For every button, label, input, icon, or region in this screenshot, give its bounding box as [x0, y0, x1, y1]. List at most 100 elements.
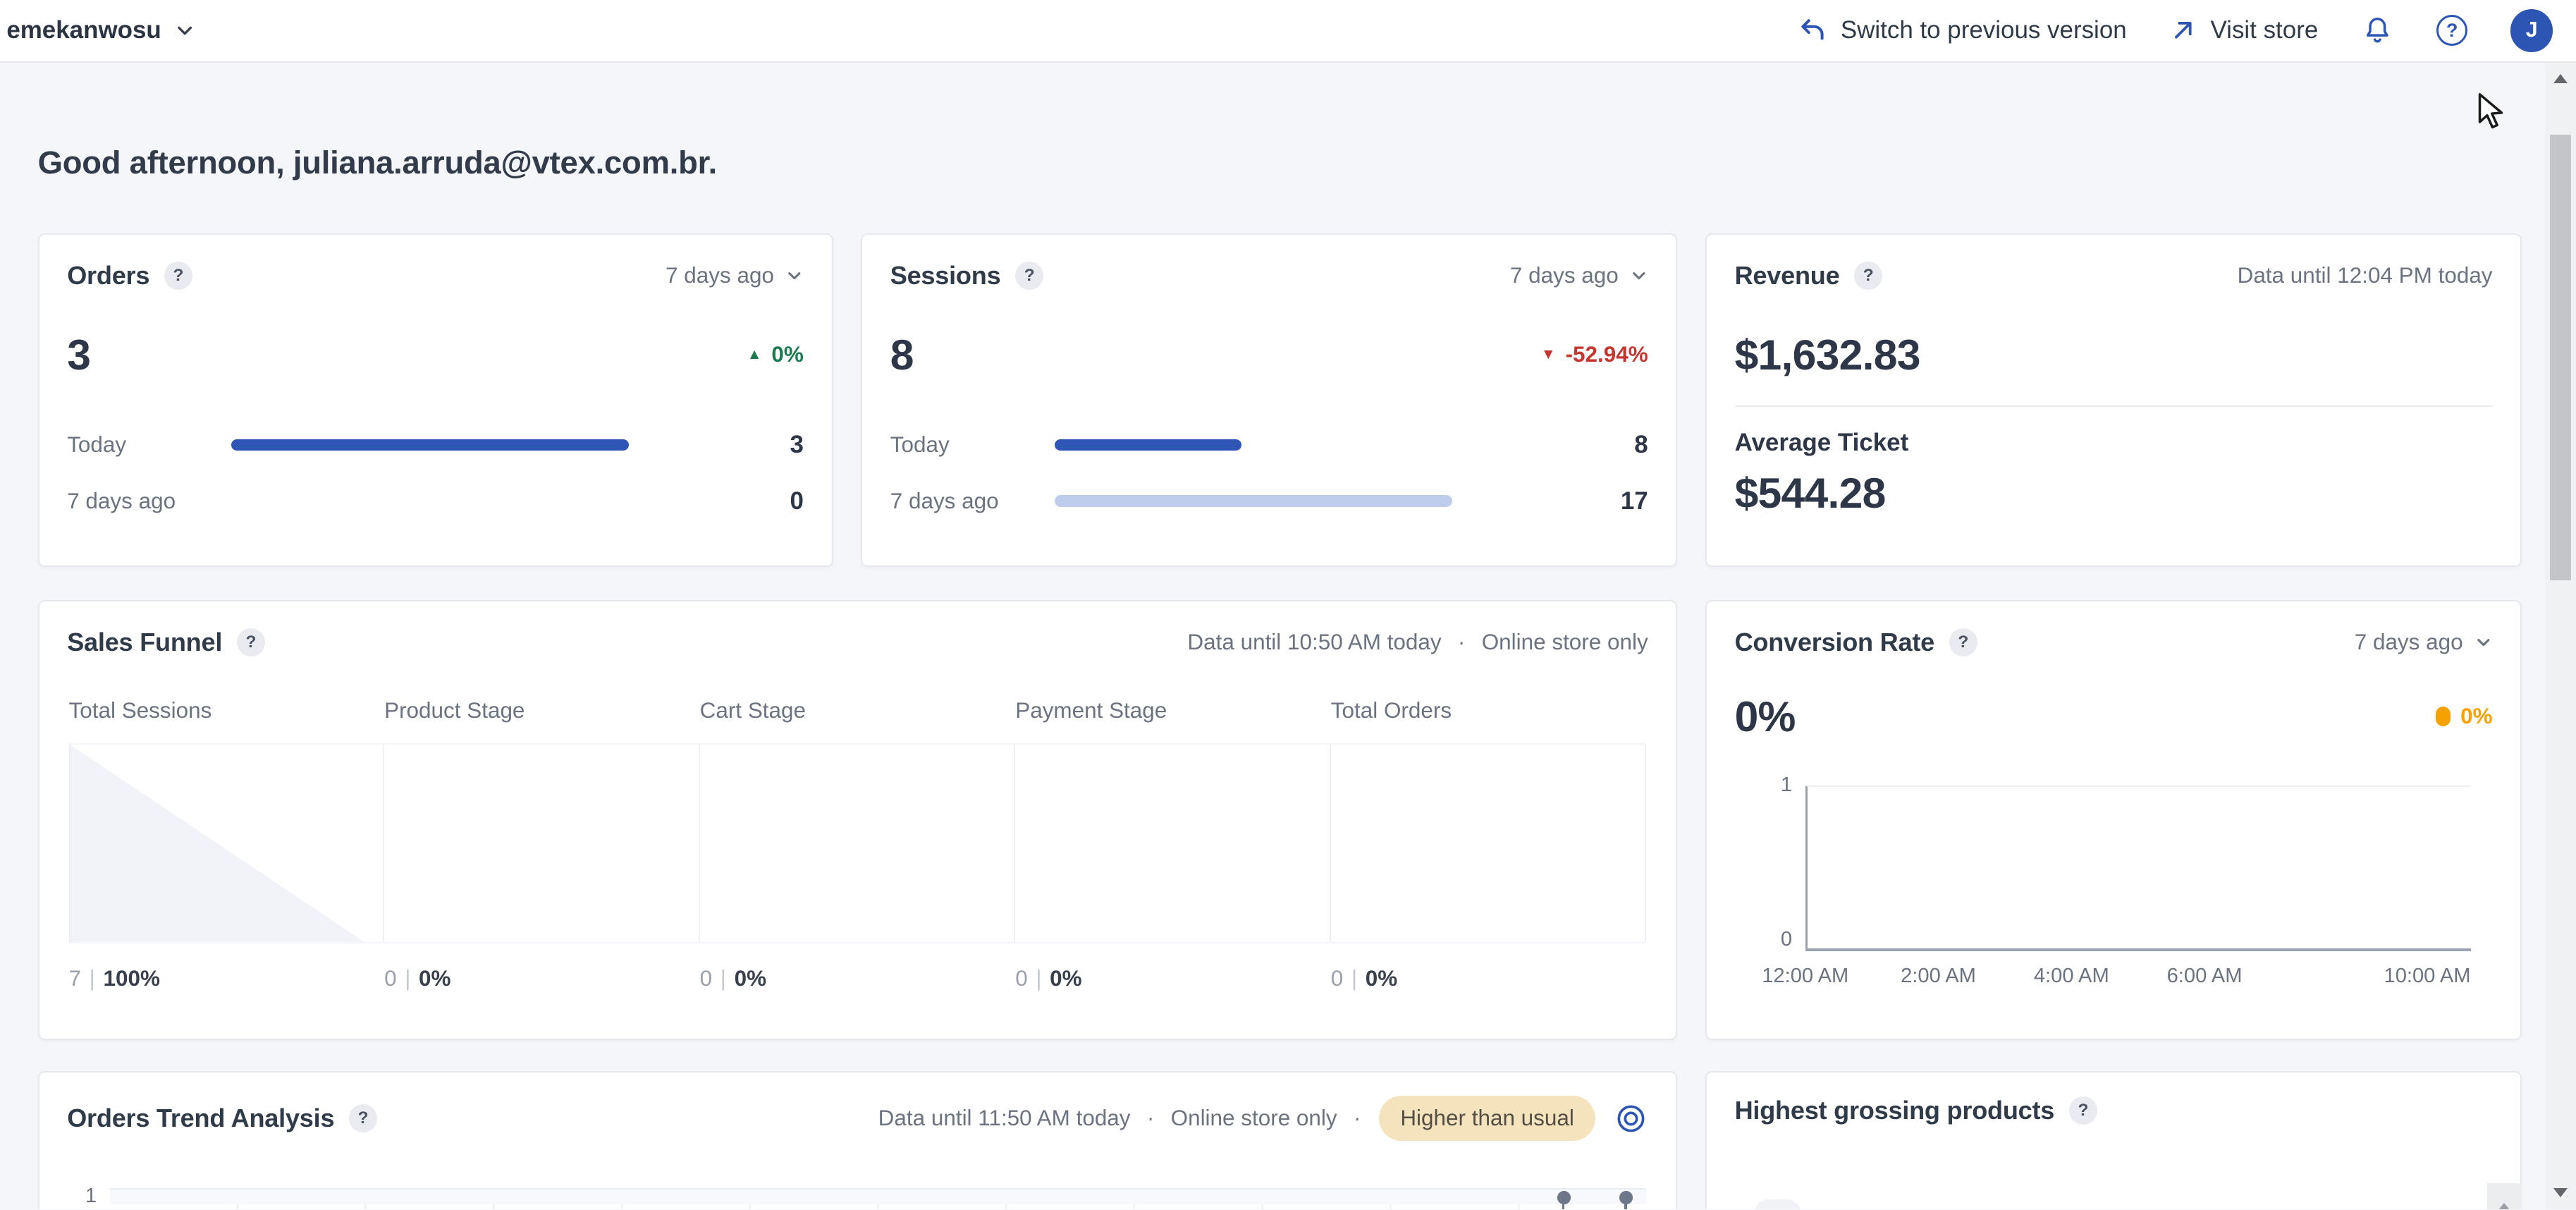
- bar-track: [231, 439, 630, 451]
- help-icon[interactable]: ?: [1949, 628, 1977, 656]
- avatar-initial: J: [2525, 18, 2538, 42]
- meta-separator: ·: [1457, 629, 1466, 654]
- card-title: Orders Trend Analysis: [67, 1104, 335, 1132]
- data-point-marker[interactable]: [1557, 1190, 1571, 1210]
- data-until-timestamp: Data until 11:50 AM today: [878, 1106, 1131, 1130]
- comparison-row-today: Today 3: [67, 431, 804, 459]
- meta-separator: ·: [1146, 1106, 1155, 1130]
- highest-grossing-products-card: Highest grossing products ?: [1705, 1071, 2522, 1210]
- scroll-down-icon: [2553, 1188, 2568, 1197]
- orders-card: Orders ? 7 days ago 3 ▲ 0% Today 3: [37, 233, 833, 567]
- help-icon[interactable]: ?: [1015, 262, 1044, 290]
- period-label: 7 days ago: [1509, 263, 1619, 288]
- scroll-up-icon: [2495, 1203, 2514, 1210]
- stage-value: 0 | 0%: [1015, 966, 1082, 991]
- x-axis-tick: 4:00 AM: [2033, 964, 2109, 987]
- visit-store-label: Visit store: [2210, 16, 2319, 44]
- eye-icon: [1614, 1101, 1648, 1136]
- chevron-down-icon: [788, 272, 801, 280]
- stage-header: Total Sessions: [68, 698, 212, 723]
- neutral-dot-icon: [2436, 706, 2451, 726]
- page-title: Good afternoon, juliana.arruda@vtex.com.…: [37, 145, 718, 181]
- row-value: 0: [790, 487, 804, 515]
- external-arrow-icon: [2169, 16, 2197, 44]
- trend-up-icon: ▲: [747, 346, 762, 363]
- card-meta: Data until 11:50 AM today · Online store…: [878, 1106, 1361, 1131]
- scrollbar-down-button[interactable]: [2545, 1182, 2576, 1205]
- bar: [231, 439, 630, 451]
- switch-previous-version-link[interactable]: Switch to previous version: [1798, 16, 2127, 45]
- scope-label: Online store only: [1170, 1106, 1337, 1130]
- switch-previous-version-label: Switch to previous version: [1840, 16, 2127, 44]
- scroll-up-icon: [2553, 74, 2568, 84]
- x-axis-ticks: 12:00 AM 2:00 AM 4:00 AM 6:00 AM 10:00 A…: [1762, 964, 2471, 988]
- mouse-cursor: [2477, 92, 2506, 130]
- data-until-timestamp: Data until 12:04 PM today: [2237, 263, 2493, 288]
- notifications-button[interactable]: [2361, 14, 2394, 47]
- loading-skeleton: [1754, 1199, 1801, 1210]
- delta-value: -52.94%: [1565, 342, 1648, 367]
- help-button[interactable]: ?: [2436, 15, 2468, 47]
- delta-badge: ▲ 0%: [747, 342, 804, 367]
- y-axis-tick: 1: [85, 1184, 97, 1207]
- scrollbar-up-button[interactable]: [2545, 68, 2576, 91]
- funnel-column: [1331, 745, 1647, 942]
- trend-down-icon: ▼: [1540, 346, 1556, 363]
- scrollbar-track[interactable]: [2544, 62, 2576, 1210]
- revenue-value: $1,632.83: [1734, 331, 1921, 379]
- card-title: Orders: [67, 261, 150, 291]
- delta-badge: 0%: [2436, 704, 2493, 729]
- account-switcher[interactable]: emekanwosu: [6, 16, 195, 44]
- row-label: Today: [890, 432, 950, 458]
- kpi-value: 8: [890, 331, 914, 379]
- funnel-column: [700, 745, 1016, 942]
- visit-store-link[interactable]: Visit store: [2169, 16, 2318, 44]
- meta-separator: ·: [1353, 1106, 1361, 1130]
- bar-track: [231, 495, 629, 506]
- topbar: emekanwosu Switch to previous version: [0, 0, 2576, 63]
- chevron-down-icon: [1633, 272, 1645, 280]
- avatar[interactable]: J: [2510, 8, 2553, 52]
- delta-badge: ▼ -52.94%: [1541, 342, 1648, 367]
- help-icon[interactable]: ?: [1854, 262, 1883, 290]
- card-scrollbar-up-button[interactable]: [2486, 1182, 2522, 1210]
- kpi-value: 0%: [1734, 692, 1796, 740]
- bar-track: [1054, 495, 1452, 507]
- comparison-row-previous: 7 days ago 0: [67, 487, 804, 515]
- funnel-chart: [68, 743, 1647, 943]
- conversion-rate-card: Conversion Rate ? 7 days ago 0% 0% 1 0 1…: [1705, 599, 2522, 1041]
- period-dropdown[interactable]: 7 days ago: [2355, 630, 2493, 655]
- row-label: 7 days ago: [67, 488, 176, 513]
- help-icon[interactable]: ?: [237, 628, 265, 656]
- bar-track: [1054, 439, 1452, 451]
- observe-trend-button[interactable]: [1614, 1101, 1648, 1136]
- period-dropdown[interactable]: 7 days ago: [1510, 263, 1648, 288]
- comparison-row-previous: 7 days ago 17: [890, 487, 1648, 515]
- row-value: 3: [790, 431, 804, 459]
- period-dropdown[interactable]: 7 days ago: [666, 263, 804, 288]
- stage-value: 0 | 0%: [699, 966, 767, 991]
- divider: [1734, 405, 2493, 408]
- x-axis-tick: 10:00 AM: [2384, 964, 2471, 987]
- help-icon[interactable]: ?: [2069, 1096, 2097, 1125]
- help-icon[interactable]: ?: [349, 1104, 377, 1132]
- kpi-value: 3: [67, 331, 91, 379]
- funnel-column: [384, 745, 700, 942]
- stage-header: Payment Stage: [1015, 698, 1167, 723]
- row-label: 7 days ago: [890, 488, 999, 513]
- data-until-timestamp: Data until 10:50 AM today: [1187, 629, 1442, 654]
- comparison-row-today: Today 8: [890, 431, 1648, 458]
- data-point-marker[interactable]: [1619, 1190, 1633, 1210]
- stage-value: 0 | 0%: [1330, 966, 1398, 991]
- bar: [1054, 439, 1241, 451]
- row-value: 17: [1620, 487, 1648, 515]
- card-title: Sales Funnel: [67, 627, 223, 656]
- bell-icon: [2361, 14, 2394, 47]
- bar: [1054, 495, 1452, 507]
- topbar-actions: Switch to previous version Visit store: [1798, 8, 2553, 52]
- scrollbar-thumb[interactable]: [2549, 135, 2572, 580]
- help-icon[interactable]: ?: [164, 262, 192, 290]
- row-label: Today: [67, 432, 127, 458]
- status-badge: Higher than usual: [1379, 1096, 1596, 1141]
